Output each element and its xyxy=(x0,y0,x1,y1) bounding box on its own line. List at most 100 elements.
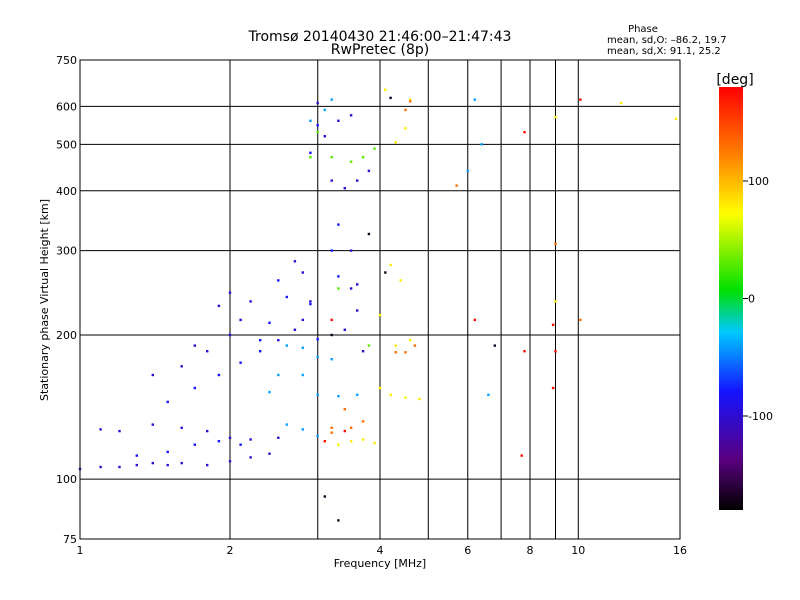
data-point xyxy=(217,440,221,443)
data-point xyxy=(135,454,138,457)
data-point xyxy=(356,309,359,312)
data-point xyxy=(394,141,397,144)
data-point xyxy=(135,463,138,467)
data-point xyxy=(466,169,469,173)
y-tick-label: 100 xyxy=(56,473,77,486)
x-tick-label: 2 xyxy=(227,544,234,557)
data-point xyxy=(551,386,555,390)
data-point xyxy=(268,452,271,455)
colorbar-label: [deg] xyxy=(716,72,753,88)
data-point xyxy=(337,275,340,278)
data-point xyxy=(418,397,421,401)
data-point xyxy=(249,438,252,441)
y-axis-label: Stationary phase Virtual Height [km] xyxy=(38,199,51,401)
x-tick-label: 8 xyxy=(527,544,534,557)
data-point xyxy=(166,450,169,454)
x-tick-labels: 1 2 4 6 8 10 16 xyxy=(77,544,688,557)
stats-line-x: mean, sd,X: 91.1, 25.2 xyxy=(607,46,721,57)
data-point xyxy=(118,429,121,433)
colorbar-tick-label: -100 xyxy=(748,410,773,423)
data-point xyxy=(166,463,169,467)
data-point xyxy=(373,147,376,150)
colorbar: [deg] 100 0 -100 xyxy=(716,72,773,510)
data-point xyxy=(349,440,353,443)
data-point xyxy=(249,456,252,459)
data-point xyxy=(316,393,319,396)
data-point xyxy=(554,350,557,353)
x-tick-label: 16 xyxy=(673,544,687,557)
data-point xyxy=(361,420,365,423)
data-point xyxy=(228,436,232,439)
stats-line-o: mean, sd,O: –86.2, 19.7 xyxy=(607,35,727,46)
data-point xyxy=(674,117,678,121)
data-point xyxy=(620,101,623,105)
data-point xyxy=(285,423,288,426)
stats-heading: Phase xyxy=(628,24,658,35)
data-point xyxy=(330,358,333,361)
y-tick-label: 600 xyxy=(56,100,77,113)
data-point xyxy=(343,187,346,190)
y-tick-label: 75 xyxy=(63,533,77,546)
data-point xyxy=(239,361,242,364)
colorbar-tick-label: 100 xyxy=(748,175,769,188)
data-point xyxy=(551,323,555,326)
data-point xyxy=(520,454,523,457)
data-point xyxy=(554,242,557,245)
data-point xyxy=(523,350,526,353)
y-tick-label: 500 xyxy=(56,138,77,151)
data-point xyxy=(180,461,183,465)
data-point xyxy=(384,271,387,274)
grid-layer xyxy=(80,60,680,539)
data-point xyxy=(323,440,326,443)
data-point xyxy=(293,328,297,331)
y-tick-label: 750 xyxy=(56,54,77,67)
data-point xyxy=(389,96,392,100)
data-point xyxy=(330,156,333,159)
data-point xyxy=(316,338,319,341)
colorbar-gradient xyxy=(719,87,743,510)
chart-subtitle: RwPretec (8p) xyxy=(331,42,429,58)
data-point xyxy=(413,344,417,347)
data-point xyxy=(239,318,242,322)
data-point xyxy=(455,184,458,187)
data-point xyxy=(330,333,333,337)
data-point xyxy=(349,160,353,163)
data-point xyxy=(337,287,340,290)
data-point xyxy=(337,395,340,398)
data-point xyxy=(309,156,312,159)
data-point xyxy=(409,339,412,342)
data-point xyxy=(394,351,397,354)
data-point xyxy=(554,300,557,303)
data-point xyxy=(337,519,340,522)
data-point xyxy=(579,98,582,101)
data-point xyxy=(277,373,280,377)
data-point xyxy=(293,260,297,263)
points-layer xyxy=(78,88,678,522)
data-point xyxy=(151,461,154,465)
data-point xyxy=(309,119,312,122)
data-point xyxy=(349,426,353,429)
data-point xyxy=(277,279,280,282)
data-point xyxy=(473,98,476,101)
data-point xyxy=(404,108,407,112)
data-point xyxy=(404,351,407,354)
data-point xyxy=(277,436,280,439)
data-point xyxy=(99,465,102,469)
data-point xyxy=(193,386,196,390)
data-point xyxy=(301,318,304,322)
data-point xyxy=(389,263,392,267)
data-point xyxy=(349,114,353,117)
data-point xyxy=(384,88,387,91)
data-point xyxy=(337,119,340,122)
data-point xyxy=(301,428,304,431)
data-point xyxy=(285,344,288,347)
data-point xyxy=(349,287,353,290)
data-point xyxy=(356,179,359,182)
data-point xyxy=(337,223,340,226)
data-point xyxy=(206,429,209,433)
data-point xyxy=(330,318,333,322)
data-point xyxy=(349,249,353,252)
data-point xyxy=(316,101,319,105)
data-point xyxy=(367,169,371,173)
data-point xyxy=(409,98,412,101)
